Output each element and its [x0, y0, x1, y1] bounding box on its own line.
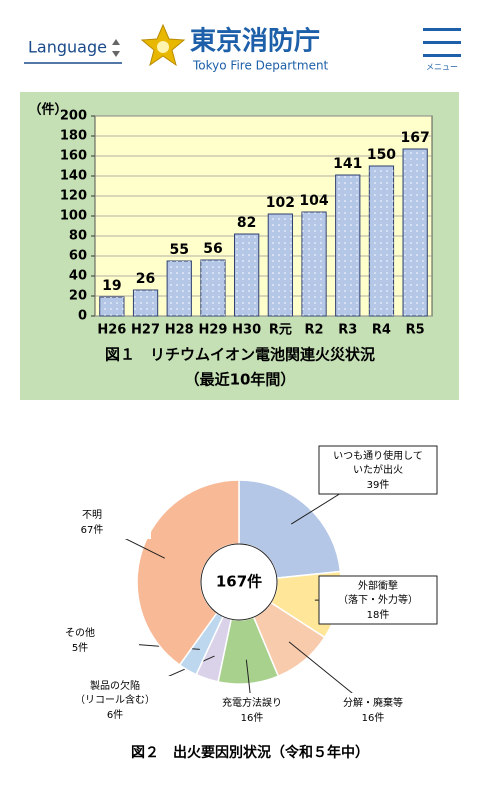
menu-label: メニュー [426, 63, 458, 72]
value-label: 67件 [81, 524, 104, 536]
slice-label: 分解・廃棄等 [343, 696, 403, 709]
x-tick-label: R2 [305, 323, 324, 338]
y-tick-label: 80 [69, 229, 87, 244]
y-tick-label: 40 [69, 269, 87, 284]
value-label: 141 [333, 156, 362, 172]
chart-subtitle: （最近10年間） [185, 371, 296, 389]
menu-bar [423, 28, 461, 31]
value-label: 18件 [367, 609, 390, 621]
logo-icon [142, 25, 184, 65]
logo-subtitle: Tokyo Fire Department [192, 59, 329, 73]
logo-title: 東京消防庁 [190, 26, 320, 57]
bar-texture [100, 297, 124, 316]
menu-bar [423, 54, 461, 57]
bar-texture [201, 260, 225, 316]
language-arrows [112, 39, 120, 57]
bar-texture [302, 212, 326, 316]
x-tick-label: R4 [372, 323, 391, 338]
value-label: 16件 [362, 712, 385, 724]
x-tick-label: H30 [232, 323, 261, 338]
center-label: 167件 [216, 573, 262, 591]
value-label: 39件 [367, 479, 390, 491]
value-label: 16件 [241, 712, 264, 724]
chart-title: 図１ リチウムイオン電池関連火災状況 [105, 346, 375, 364]
slice-label: 不明 [82, 509, 102, 521]
y-tick-label: 120 [60, 189, 87, 204]
bar-texture [336, 175, 360, 316]
bar-texture [369, 166, 393, 316]
y-tick-label: 180 [60, 129, 87, 144]
bar-texture [235, 234, 259, 316]
value-label: 150 [367, 147, 396, 163]
y-tick-label: 20 [69, 289, 87, 304]
value-label: 5件 [72, 642, 88, 654]
value-label: 167 [401, 130, 430, 146]
slice-label: その他 [65, 626, 95, 639]
menu-button[interactable]: メニュー [423, 28, 461, 72]
value-label: 26 [136, 271, 155, 287]
slice-label: 充電方法誤り [222, 696, 282, 709]
x-tick-label: H27 [131, 323, 160, 338]
chart-title: 図２ 出火要因別状況（令和５年中） [131, 744, 369, 761]
value-label: 102 [266, 195, 295, 211]
y-axis-label: （件） [28, 102, 67, 118]
x-tick-label: R元 [269, 323, 292, 338]
language-button[interactable]: Language [28, 38, 107, 57]
y-tick-label: 140 [60, 169, 87, 184]
pie-chart: いつも通り使用していたが出火39件外部衝撃（落下・外力等）18件分解・廃棄等16… [21, 446, 437, 761]
y-tick-label: 160 [60, 149, 87, 164]
value-label: 104 [299, 193, 328, 209]
value-label: 56 [203, 241, 222, 257]
bar-texture [167, 261, 191, 316]
bar-texture [133, 290, 157, 316]
y-tick-label: 0 [78, 309, 87, 324]
value-label: 6件 [107, 709, 123, 721]
value-label: 19 [102, 278, 121, 294]
bar-texture [268, 214, 292, 316]
y-tick-label: 100 [60, 209, 87, 224]
x-tick-label: H29 [198, 323, 227, 338]
value-label: 55 [170, 242, 189, 258]
x-tick-label: H28 [165, 323, 194, 338]
menu-bar [423, 41, 461, 44]
value-label: 82 [237, 215, 256, 231]
y-tick-label: 60 [69, 249, 87, 264]
x-tick-label: R3 [338, 323, 357, 338]
x-tick-label: R5 [406, 323, 425, 338]
x-tick-label: H26 [97, 323, 126, 338]
bar-texture [403, 149, 427, 316]
